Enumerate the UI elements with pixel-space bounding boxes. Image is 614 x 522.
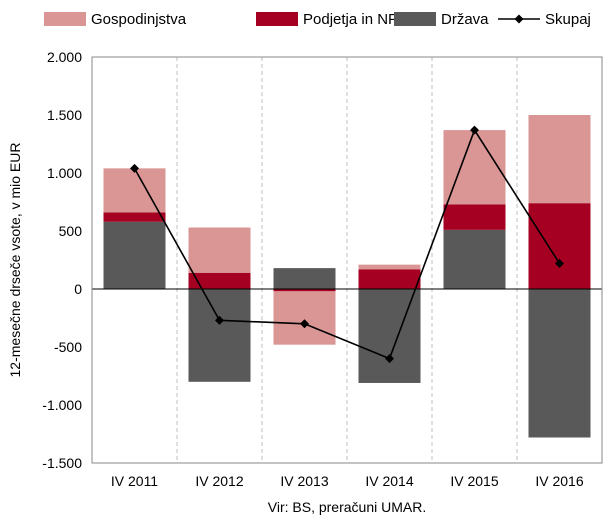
total-line-path [133,128,561,360]
bar-dr-ava [528,289,591,438]
legend-swatch [44,12,86,26]
legend-label: Država [441,11,489,28]
bar-dr-ava [188,289,251,382]
y-axis-title: 12-mesečne drseče vsote, v mio EUR [7,143,23,378]
y-tick-label: -500 [54,339,82,355]
bar-podjetja-in-nfi [273,289,336,292]
x-tick-label: IV 2012 [195,473,243,489]
bar-podjetja-in-nfi [358,269,421,289]
grid [176,57,518,463]
y-tick-label: 500 [59,223,83,239]
bar-podjetja-in-nfi [528,203,591,289]
bar-dr-ava [443,229,506,289]
legend: Gospodinjstva Podjetja in NFI Država Skupaj [44,11,591,28]
total-point [215,315,224,325]
x-axis: IV 2011 IV 2012 IV 2013 IV 2014 IV 2015 IV 20… [111,473,584,489]
bar-gospodinjstva [443,130,506,205]
total-point [300,319,309,329]
total-point [555,258,564,268]
bar-gospodinjstva [358,264,421,270]
bar-podjetja-in-nfi [103,212,166,222]
legend-label: Podjetja in NFI [303,11,401,28]
bar-gospodinjstva [188,227,251,273]
x-tick-label: IV 2016 [535,473,583,489]
y-tick-label: 1.000 [47,165,82,181]
total-line [130,125,564,364]
bar-podjetja-in-nfi [188,272,251,289]
bar-dr-ava [358,289,421,383]
bar-dr-ava [273,268,336,289]
y-tick-label: 2.000 [47,49,82,65]
x-tick-label: IV 2015 [450,473,498,489]
y-tick-label: 1.500 [47,107,82,123]
legend-swatch [394,12,436,26]
legend-swatch [256,12,298,26]
source-note: Vir: BS, preračuni UMAR. [268,499,426,515]
x-tick-label: IV 2014 [365,473,413,489]
legend-label: Gospodinjstva [91,11,187,28]
bars [92,115,602,438]
y-tick-label: -1.000 [42,397,82,413]
plot-border [91,56,603,464]
y-tick-label: 0 [74,281,82,297]
x-tick-label: IV 2013 [280,473,328,489]
bar-gospodinjstva [528,115,591,204]
total-point [130,163,139,173]
bar-dr-ava [103,221,166,289]
bar-podjetja-in-nfi [443,204,506,230]
legend-label: Skupaj [545,11,591,28]
y-tick-label: -1.500 [42,455,82,471]
bar-gospodinjstva [273,291,336,345]
x-tick-label: IV 2011 [111,473,158,489]
total-point [470,125,479,135]
total-point [385,354,394,364]
y-axis: 2.000 1.500 1.000 500 0 -500 -1.000 -1.500 [42,49,82,471]
legend-marker [514,14,524,24]
